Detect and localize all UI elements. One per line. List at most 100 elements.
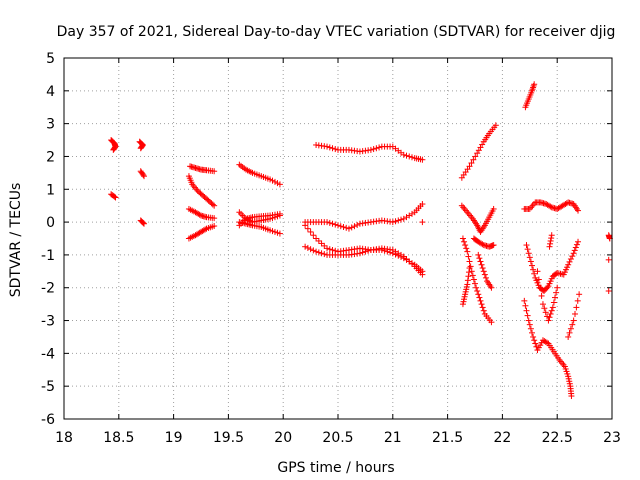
data-point [522, 302, 529, 309]
data-point [492, 122, 499, 129]
data-point [473, 284, 480, 291]
data-point [547, 240, 554, 247]
data-point [478, 261, 485, 268]
data-point [565, 261, 572, 268]
data-point [408, 154, 415, 161]
data-point [569, 253, 576, 260]
data-point [570, 250, 577, 257]
data-point [318, 250, 325, 257]
data-point [523, 242, 530, 249]
data-point [576, 291, 583, 298]
data-point [302, 222, 309, 229]
data-point [343, 224, 350, 231]
data-point [211, 223, 218, 230]
x-axis-label: GPS time / hours [277, 460, 394, 476]
data-point [340, 224, 347, 231]
data-point [362, 248, 369, 255]
data-point [464, 281, 471, 288]
data-point [310, 232, 317, 239]
data-point [544, 339, 551, 346]
data-point [528, 329, 535, 336]
data-point [527, 258, 534, 265]
x-tick-label: 18.5 [103, 430, 134, 446]
y-axis-label: SDTVAR / TECUs [8, 183, 24, 298]
data-point [530, 333, 537, 340]
data-point [531, 81, 538, 88]
data-point [534, 268, 541, 275]
data-point [337, 223, 344, 230]
data-point [475, 291, 482, 298]
data-point [526, 254, 533, 261]
data-point [565, 333, 572, 340]
data-point [326, 219, 333, 226]
data-point [531, 337, 538, 344]
data-point [547, 310, 554, 317]
data-point [544, 284, 551, 291]
data-point [566, 329, 573, 336]
data-point [480, 307, 487, 314]
data-point [568, 393, 575, 400]
data-point [478, 301, 485, 308]
y-tick-label: 4 [46, 84, 55, 100]
data-point [335, 222, 341, 229]
x-tick-label: 23 [603, 430, 621, 446]
data-point [548, 235, 555, 242]
data-point [276, 210, 283, 217]
data-point [575, 238, 582, 245]
y-tick-label: 0 [46, 215, 55, 231]
data-point [574, 297, 581, 304]
data-point [211, 168, 218, 175]
data-point [521, 297, 528, 304]
data-point [140, 171, 147, 178]
data-point [211, 202, 218, 209]
data-point [348, 224, 355, 231]
data-point [464, 248, 471, 255]
data-point [389, 219, 396, 226]
data-point [488, 284, 495, 291]
data-point [526, 321, 533, 328]
data-point [465, 273, 472, 280]
data-point [546, 314, 553, 321]
data-point [329, 220, 336, 227]
data-point [111, 193, 118, 200]
data-point [370, 146, 377, 153]
data-point [466, 265, 473, 272]
y-tick-label: 2 [46, 149, 55, 165]
data-point [525, 250, 532, 257]
data-point [523, 307, 530, 314]
data-point [466, 258, 473, 265]
data-point [351, 223, 358, 230]
y-tick-label: 1 [46, 182, 55, 198]
x-tick-label: 21.5 [432, 430, 463, 446]
data-point [569, 321, 576, 328]
data-point [527, 325, 534, 332]
data-point [459, 235, 466, 242]
data-point [140, 219, 147, 226]
data-point [400, 151, 407, 158]
data-point [307, 228, 314, 235]
y-tick-label: -1 [41, 248, 55, 264]
data-point [419, 156, 426, 163]
data-point [575, 207, 582, 214]
y-tick-label: -6 [41, 412, 55, 428]
data-point [488, 319, 495, 326]
data-point [475, 251, 482, 258]
data-point [476, 255, 483, 262]
data-point [541, 305, 548, 312]
data-point [324, 245, 331, 252]
data-point [461, 238, 468, 245]
data-point [552, 294, 559, 301]
data-point [548, 307, 555, 314]
data-point [468, 268, 475, 275]
data-point [479, 241, 486, 248]
data-point [567, 256, 574, 263]
data-point [572, 244, 579, 251]
data-point [572, 310, 579, 317]
data-point [524, 246, 531, 253]
data-point [138, 144, 145, 151]
data-point [539, 301, 546, 308]
data-point [406, 153, 413, 160]
data-point [532, 340, 539, 347]
data-point [531, 270, 538, 277]
